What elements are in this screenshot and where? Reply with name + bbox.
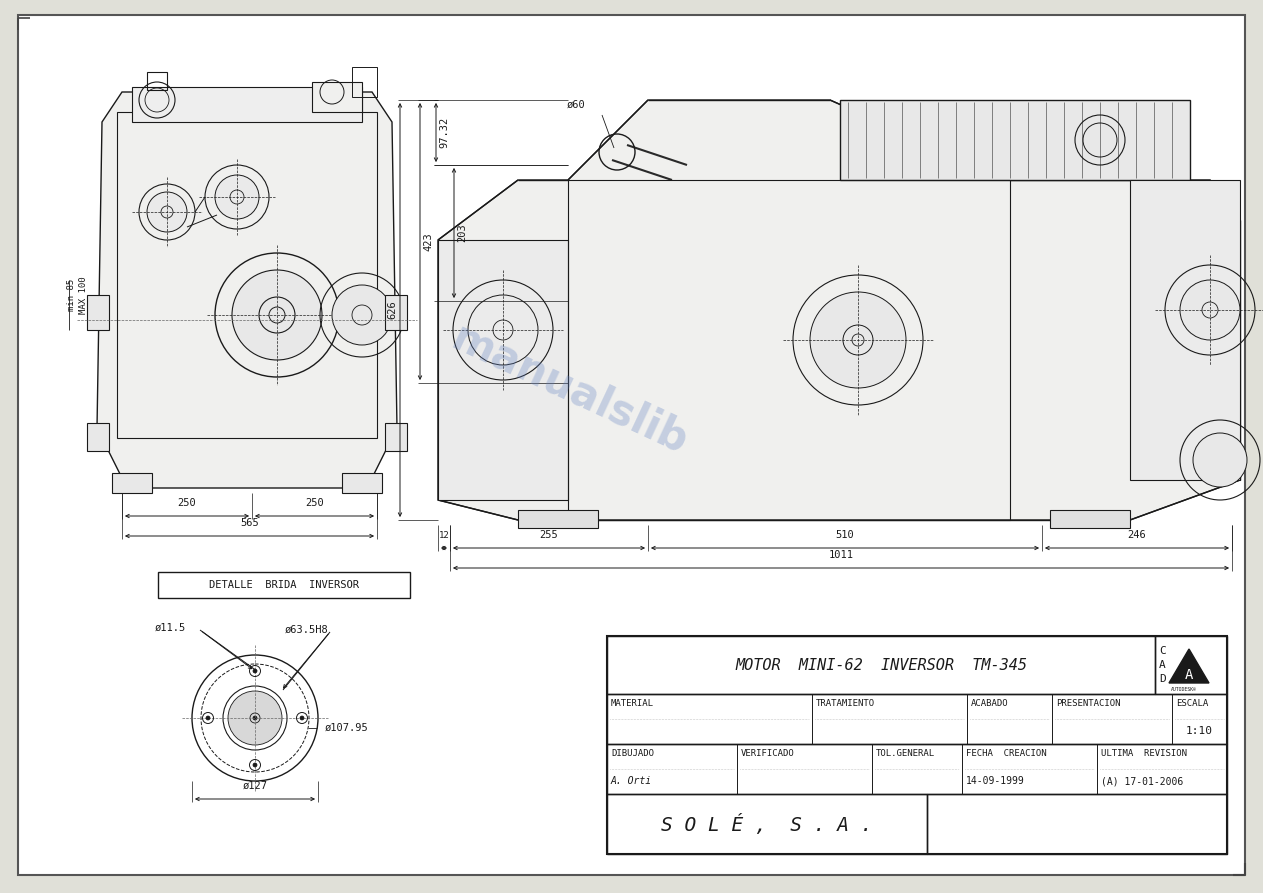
Circle shape	[147, 192, 187, 232]
Text: MATERIAL: MATERIAL	[611, 699, 654, 708]
Text: PRESENTACION: PRESENTACION	[1056, 699, 1120, 708]
Text: 510: 510	[836, 530, 854, 540]
Text: manualslib: manualslib	[445, 317, 695, 463]
Text: 203: 203	[457, 223, 467, 242]
Text: DETALLE  BRIDA  INVERSOR: DETALLE BRIDA INVERSOR	[208, 580, 359, 590]
Text: 97.32: 97.32	[440, 117, 450, 148]
Bar	[518, 510, 597, 528]
Bar	[117, 112, 376, 438]
Circle shape	[301, 716, 304, 720]
Text: ø11.5: ø11.5	[155, 623, 186, 633]
Bar	[1050, 510, 1130, 528]
Circle shape	[253, 669, 256, 673]
Text: 250: 250	[306, 498, 323, 508]
Bar	[352, 67, 376, 97]
Bar	[927, 794, 1226, 854]
Circle shape	[215, 175, 259, 219]
Bar	[840, 100, 1190, 180]
Text: D: D	[1159, 674, 1166, 684]
Text: 12: 12	[438, 531, 450, 540]
Text: ACABADO: ACABADO	[971, 699, 1009, 708]
Bar	[87, 295, 109, 330]
Bar	[147, 72, 167, 90]
Text: min 85: min 85	[67, 279, 77, 311]
Bar	[87, 423, 109, 451]
Circle shape	[232, 270, 322, 360]
Text: ø60: ø60	[567, 100, 586, 110]
Text: A: A	[1159, 660, 1166, 670]
Text: 423: 423	[423, 232, 433, 251]
Bar	[568, 180, 1010, 520]
Bar	[158, 572, 410, 598]
Bar	[438, 240, 568, 500]
Text: MAX 100: MAX 100	[80, 276, 88, 313]
Bar	[312, 82, 362, 112]
Text: TRATAMIENTO: TRATAMIENTO	[816, 699, 875, 708]
Text: 1011: 1011	[829, 550, 854, 560]
Text: 14-09-1999: 14-09-1999	[966, 776, 1024, 786]
Bar	[342, 473, 381, 493]
Text: 246: 246	[1128, 530, 1147, 540]
Circle shape	[229, 691, 282, 745]
Bar	[608, 636, 1154, 694]
Circle shape	[253, 763, 256, 767]
Text: A: A	[1185, 668, 1194, 682]
Text: ø107.95: ø107.95	[325, 723, 369, 733]
Text: MOTOR  MINI-62  INVERSOR  TM-345: MOTOR MINI-62 INVERSOR TM-345	[735, 657, 1027, 672]
Bar	[608, 744, 1226, 794]
Text: ø63.5H8: ø63.5H8	[285, 625, 328, 635]
Text: ULTIMA  REVISION: ULTIMA REVISION	[1101, 749, 1187, 758]
Text: AUTODESK®: AUTODESK®	[1171, 687, 1197, 692]
Bar	[112, 473, 152, 493]
Text: 250: 250	[178, 498, 196, 508]
Text: 255: 255	[539, 530, 558, 540]
Circle shape	[253, 716, 256, 720]
Text: 1:10: 1:10	[1186, 726, 1212, 736]
Text: (A) 17-01-2006: (A) 17-01-2006	[1101, 776, 1183, 786]
Bar	[133, 87, 362, 122]
Bar	[1154, 636, 1226, 694]
Bar	[608, 636, 1226, 854]
Text: TOL.GENERAL: TOL.GENERAL	[877, 749, 935, 758]
Circle shape	[332, 285, 392, 345]
Circle shape	[810, 292, 906, 388]
Polygon shape	[1170, 649, 1209, 683]
Text: A. Orti: A. Orti	[611, 776, 652, 786]
Circle shape	[1194, 433, 1247, 487]
Text: C: C	[1159, 646, 1166, 656]
Bar	[385, 295, 407, 330]
Bar	[608, 694, 1226, 744]
Text: FECHA  CREACION: FECHA CREACION	[966, 749, 1047, 758]
Text: 626: 626	[386, 301, 397, 320]
Circle shape	[1180, 280, 1240, 340]
Bar	[1130, 180, 1240, 480]
Text: DIBUJADO: DIBUJADO	[611, 749, 654, 758]
Text: S O L É ,  S . A .: S O L É , S . A .	[662, 814, 873, 834]
Polygon shape	[438, 100, 1240, 520]
Text: ø127: ø127	[242, 781, 268, 791]
Bar	[385, 423, 407, 451]
Text: ESCALA: ESCALA	[1176, 699, 1209, 708]
Bar	[608, 794, 927, 854]
Circle shape	[206, 716, 210, 720]
Text: 565: 565	[240, 518, 259, 528]
Polygon shape	[97, 92, 397, 488]
Text: VERIFICADO: VERIFICADO	[741, 749, 794, 758]
